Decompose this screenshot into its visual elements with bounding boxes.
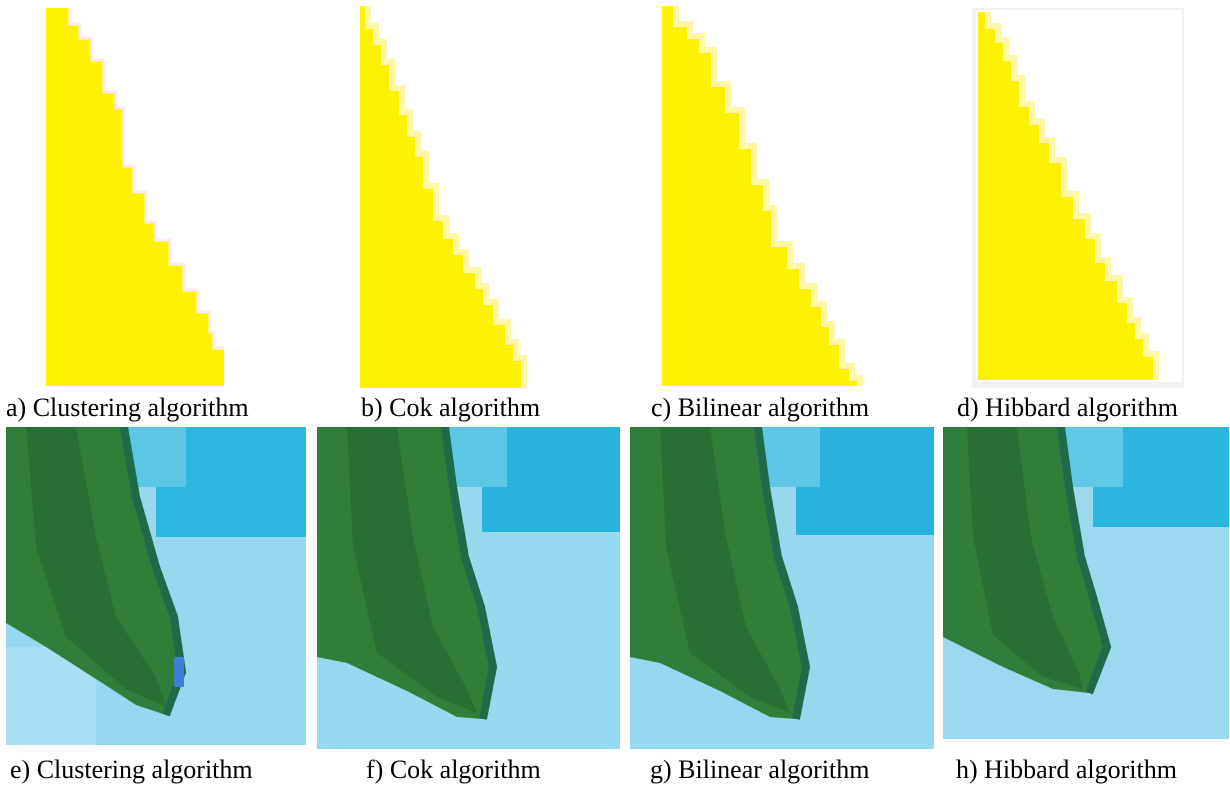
- green-leaf-on-water-icon: [6, 427, 306, 745]
- panel-c-image: [662, 6, 868, 388]
- caption-d: d) Hibbard algorithm: [957, 393, 1178, 422]
- panel-g-image: [630, 427, 934, 749]
- caption-c: c) Bilinear algorithm: [651, 393, 870, 422]
- panel-b-image: [360, 6, 536, 388]
- caption-b: b) Cok algorithm: [361, 393, 541, 422]
- yellow-staircase-triangle-icon: [662, 6, 863, 386]
- caption-f: f) Cok algorithm: [366, 755, 541, 784]
- caption-a: a) Clustering algorithm: [6, 393, 249, 422]
- panel-h-image: [943, 427, 1229, 739]
- yellow-staircase-triangle-icon: [46, 8, 224, 386]
- caption-h: h) Hibbard algorithm: [956, 755, 1177, 784]
- panel-e-image: [6, 427, 306, 745]
- yellow-staircase-triangle-icon: [972, 8, 1184, 388]
- green-leaf-on-water-icon: [317, 427, 620, 749]
- caption-g: g) Bilinear algorithm: [650, 755, 870, 784]
- green-leaf-on-water-icon: [943, 427, 1229, 739]
- caption-e: e) Clustering algorithm: [10, 755, 253, 784]
- panel-a-image: [46, 8, 228, 388]
- panel-d-image: [972, 8, 1184, 388]
- yellow-staircase-triangle-icon: [360, 6, 527, 388]
- green-leaf-on-water-icon: [630, 427, 934, 749]
- panel-f-image: [317, 427, 620, 749]
